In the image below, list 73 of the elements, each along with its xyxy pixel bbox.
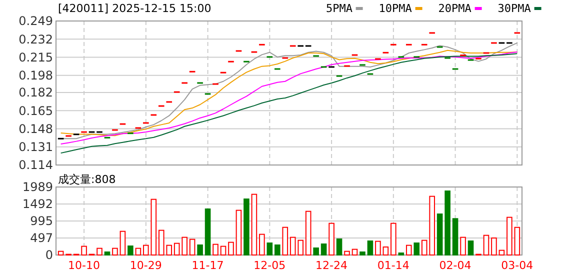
y-tick-label: 0.165 — [18, 104, 53, 118]
y-tick-label: 0.215 — [18, 50, 53, 64]
bar — [506, 216, 512, 256]
bar — [104, 251, 110, 256]
x-tick-label: 12-05 — [254, 259, 286, 272]
y-tick-label: 1492 — [22, 197, 53, 212]
bar — [96, 248, 102, 256]
bar — [444, 190, 450, 256]
bar — [344, 250, 350, 256]
bar — [189, 238, 196, 256]
y-tick-label: 0.182 — [18, 86, 53, 100]
bar — [336, 238, 342, 256]
bar — [305, 210, 312, 256]
bar — [406, 244, 412, 256]
bar — [135, 248, 142, 256]
bar — [212, 244, 218, 256]
legend-label: 20PMA — [438, 2, 472, 15]
bar — [251, 194, 258, 256]
x-tick-label: 12-24 — [316, 259, 348, 272]
bar — [220, 246, 226, 256]
y-tick-label: 0.232 — [18, 32, 53, 46]
bar — [120, 230, 126, 256]
y-tick-label: 497 — [30, 231, 53, 246]
y-tick-label: 0.131 — [18, 140, 53, 154]
y-tick-label: 0.249 — [18, 14, 53, 28]
bar — [468, 240, 474, 256]
bar — [274, 244, 280, 256]
bar — [228, 242, 234, 256]
bar — [498, 250, 505, 256]
x-tick-label: 10-29 — [130, 259, 162, 272]
x-tick-label: 02-04 — [439, 259, 472, 272]
bar — [367, 240, 374, 256]
bar — [244, 198, 250, 256]
bar — [414, 242, 420, 256]
bar — [266, 242, 273, 256]
bar — [112, 248, 118, 256]
bar — [58, 250, 64, 256]
bar — [197, 244, 203, 256]
bar — [282, 226, 288, 256]
bar — [259, 234, 265, 256]
bar — [352, 248, 358, 256]
bar — [360, 251, 366, 256]
legend-label: 5PMA — [326, 2, 353, 15]
bar — [313, 247, 319, 256]
bar — [436, 214, 443, 256]
legend-label: 30PMA — [498, 2, 532, 15]
y-tick-label: 0.148 — [18, 122, 53, 136]
y-tick-label: 0.198 — [18, 68, 53, 83]
bar — [491, 238, 497, 256]
chart-title: [420011] 2025-12-15 15:00 — [58, 2, 212, 15]
bar — [81, 246, 87, 256]
bar — [460, 236, 466, 256]
x-tick-label: 03-04 — [501, 259, 534, 272]
bar — [382, 246, 389, 256]
bar — [320, 243, 327, 256]
y-tick-label: 1989 — [22, 180, 53, 194]
chart-title: 成交量:808 — [58, 173, 116, 186]
y-tick-label: 0.114 — [18, 158, 53, 172]
x-tick-label: 01-14 — [377, 259, 410, 272]
bar — [514, 226, 520, 256]
bar — [328, 222, 334, 256]
x-tick-label: 10-10 — [68, 259, 100, 272]
bar — [204, 208, 211, 256]
bar — [375, 240, 381, 256]
bar — [128, 246, 134, 256]
bar — [390, 222, 396, 256]
y-tick-label: 0 — [45, 248, 53, 262]
y-tick-label: 995 — [30, 214, 53, 228]
bar — [452, 218, 458, 256]
x-tick-label: 11-17 — [192, 259, 224, 272]
bar — [483, 234, 490, 256]
bar — [236, 210, 242, 256]
legend-label: 10PMA — [378, 2, 412, 15]
